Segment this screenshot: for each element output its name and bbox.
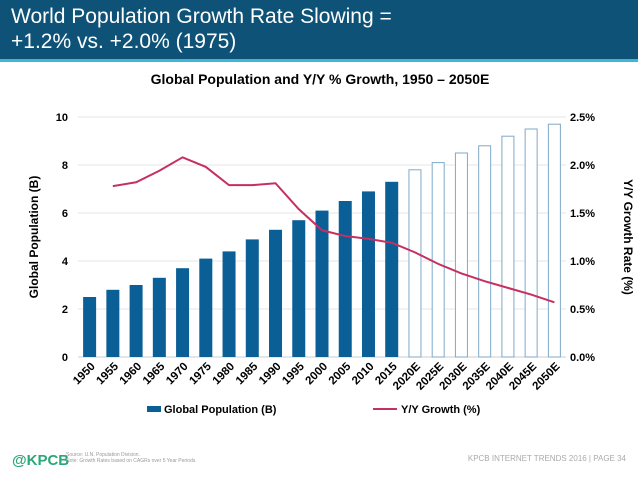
- bar-1960: [129, 285, 143, 357]
- y-axis-label: Global Population (B): [27, 176, 41, 299]
- x-tick-label: 1970: [164, 361, 191, 388]
- bar-1955: [106, 289, 120, 357]
- bar-2040E: [501, 135, 515, 358]
- x-tick-label: 2010: [350, 361, 377, 388]
- bar-1975: [199, 258, 213, 357]
- population-chart: Global Population and Y/Y % Growth, 1950…: [27, 71, 635, 416]
- x-tick-label: 1965: [141, 360, 168, 387]
- y-tick-label: 8: [62, 160, 68, 172]
- bar-1995: [292, 220, 306, 357]
- legend-bar-label: Global Population (B): [164, 404, 277, 416]
- bar-1985: [245, 239, 259, 357]
- footnote: Note: Growth Rates based on CAGRs over 5…: [66, 458, 197, 464]
- title-banner: World Population Growth Rate Slowing = +…: [0, 0, 638, 62]
- x-tick-label: 1990: [257, 361, 284, 388]
- y2-tick-label: 0.0%: [570, 352, 595, 364]
- x-tick-label: 1950: [71, 361, 98, 388]
- bar-2015: [385, 181, 399, 357]
- y2-tick-label: 0.5%: [570, 304, 595, 316]
- legend-line-label: Y/Y Growth (%): [401, 404, 481, 416]
- bar-2030E: [454, 152, 468, 358]
- y2-tick-label: 2.5%: [570, 112, 595, 124]
- y2-axis-label: Y/Y Growth Rate (%): [621, 179, 635, 295]
- y2-tick-label: 2.0%: [570, 160, 595, 172]
- bar-2010: [361, 191, 375, 357]
- x-tick-label: 2000: [304, 361, 331, 388]
- bar-2005: [338, 201, 352, 357]
- x-tick-label: 1985: [234, 360, 261, 387]
- y-tick-label: 0: [62, 352, 68, 364]
- x-tick-label: 1955: [94, 360, 121, 387]
- slide-title: World Population Growth Rate Slowing = +…: [11, 5, 392, 53]
- bar-1965: [152, 277, 166, 357]
- x-tick-label: 1995: [280, 360, 307, 387]
- chart-title: Global Population and Y/Y % Growth, 1950…: [151, 71, 490, 87]
- bar-2020E: [408, 169, 422, 358]
- x-tick-label: 2005: [327, 360, 354, 387]
- bar-2050E: [547, 123, 561, 358]
- page-number: KPCB INTERNET TRENDS 2016 | PAGE 34: [467, 454, 626, 463]
- growth-line: [112, 156, 555, 304]
- bar-2035E: [478, 145, 492, 358]
- bar-2000: [315, 210, 329, 357]
- kpcb-logo: @KPCB: [12, 452, 70, 469]
- bar-1990: [269, 229, 283, 357]
- legend-bar-swatch: [147, 406, 161, 412]
- y-tick-label: 10: [56, 112, 68, 124]
- bar-1970: [176, 268, 190, 357]
- x-tick-label: 1975: [187, 360, 214, 387]
- source-note: Source: U.N. Population Division.: [66, 452, 140, 458]
- y-tick-label: 4: [62, 256, 69, 268]
- bar-1950: [83, 297, 97, 357]
- y2-tick-label: 1.0%: [570, 256, 595, 268]
- y-tick-label: 2: [62, 304, 68, 316]
- bar-1980: [222, 251, 236, 357]
- x-tick-label: 1960: [118, 361, 145, 388]
- bar-2025E: [431, 162, 445, 358]
- y2-tick-label: 1.5%: [570, 208, 595, 220]
- bar-2045E: [524, 128, 538, 358]
- x-tick-label: 1980: [211, 361, 238, 388]
- y-tick-label: 6: [62, 208, 68, 220]
